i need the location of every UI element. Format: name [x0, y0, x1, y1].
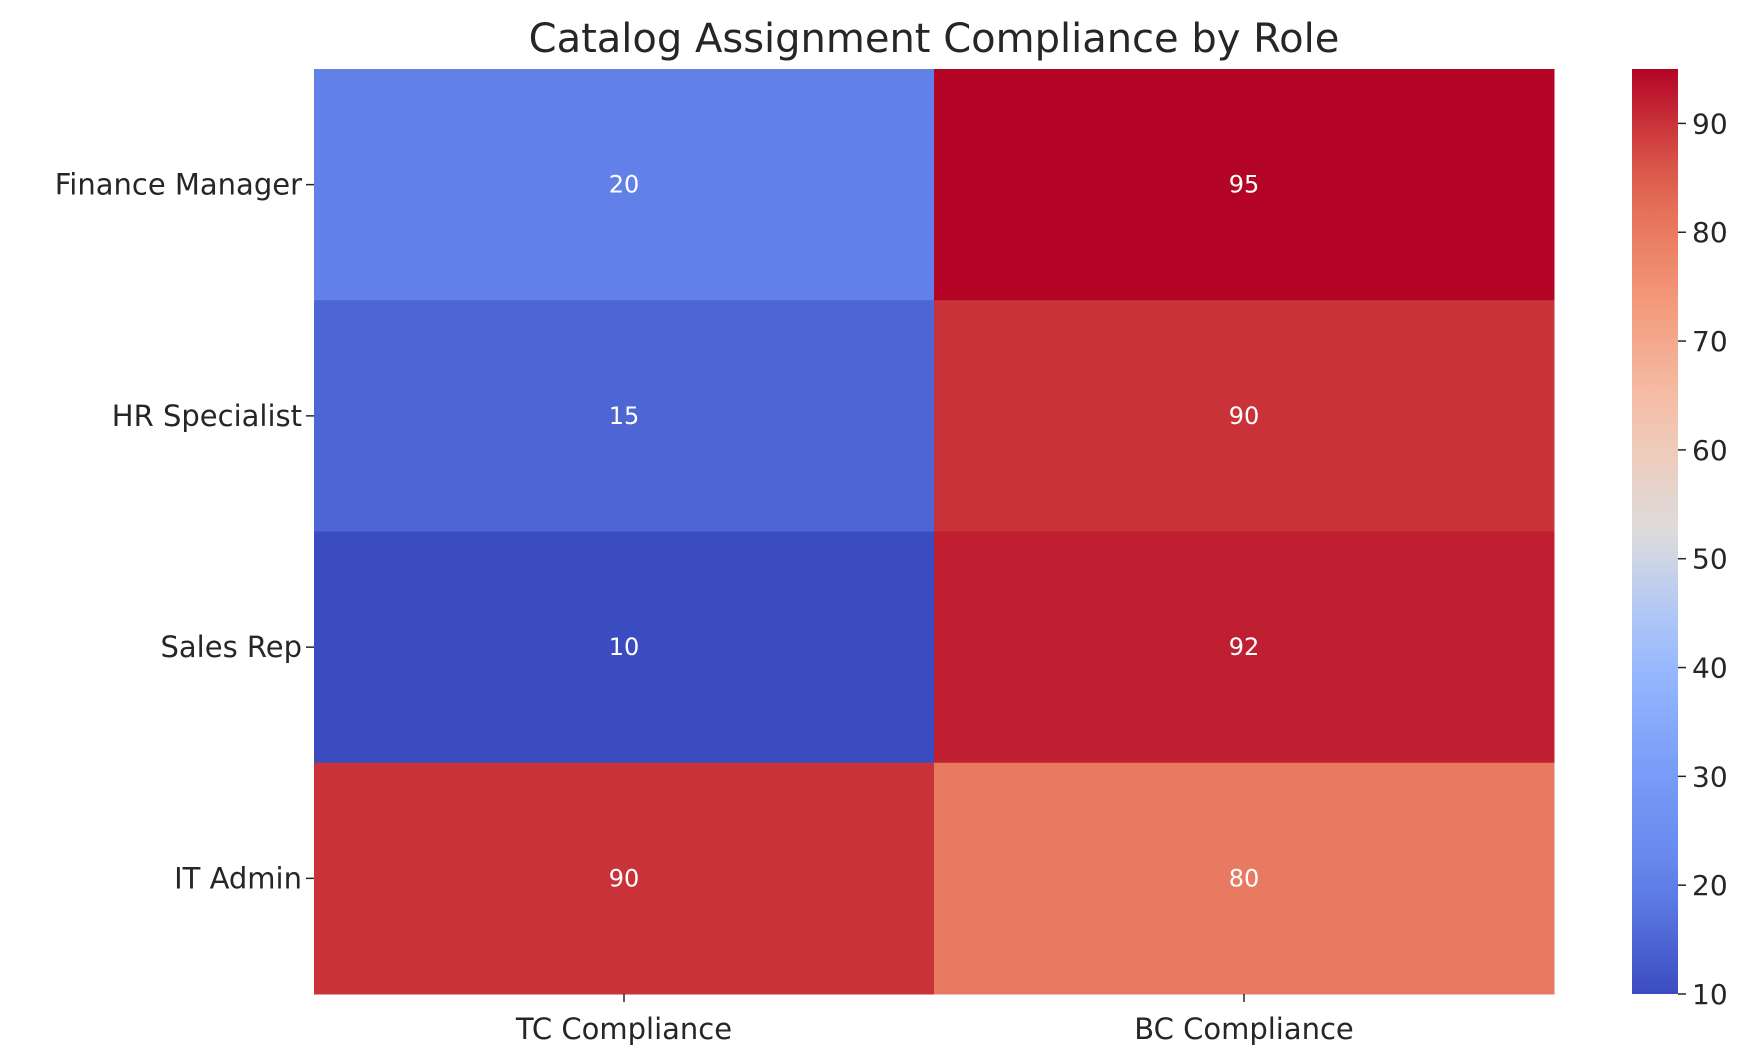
- heatmap-cell: [314, 531, 935, 764]
- colorbar-tick-label: 60: [1692, 434, 1728, 467]
- x-tick-label: TC Compliance: [515, 1012, 732, 1046]
- cell-value-label: 20: [609, 171, 640, 199]
- cell-value-label: 80: [1229, 864, 1260, 892]
- colorbar-tick-label: 40: [1692, 652, 1728, 685]
- heatmap-cell: [314, 69, 935, 301]
- cell-value-label: 15: [609, 402, 640, 430]
- heatmap-cells: 20 95 15 90 10 92 90 80: [314, 69, 1555, 995]
- heatmap-cell: [314, 762, 935, 995]
- y-tick-label: IT Admin: [174, 861, 302, 895]
- cell-value-label: 92: [1229, 633, 1260, 661]
- heatmap-cell: [934, 531, 1555, 764]
- cell-value-label: 10: [609, 633, 640, 661]
- colorbar-tick-label: 90: [1692, 107, 1728, 140]
- cell-value-label: 95: [1229, 171, 1260, 199]
- colorbar-tick-label: 30: [1692, 760, 1728, 793]
- y-tick-label: HR Specialist: [112, 399, 302, 433]
- colorbar-tick-label: 10: [1692, 978, 1728, 1011]
- colorbar-tick-label: 80: [1692, 216, 1728, 249]
- x-axis: TC Compliance BC Compliance: [515, 994, 1354, 1046]
- colorbar: 10 20 30 40 50 60 70 80 90: [1632, 69, 1728, 1011]
- heatmap-cell: [934, 762, 1555, 995]
- cell-value-label: 90: [1229, 402, 1260, 430]
- colorbar-tick-label: 50: [1692, 543, 1728, 576]
- colorbar-gradient: [1632, 69, 1678, 994]
- heatmap-cell: [934, 69, 1555, 301]
- colorbar-tick-label: 20: [1692, 869, 1728, 902]
- y-axis: Finance Manager HR Specialist Sales Rep IT …: [55, 168, 314, 895]
- heatmap-cell: [934, 300, 1555, 532]
- cell-value-label: 90: [609, 864, 640, 892]
- heatmap-cell: [314, 300, 935, 532]
- x-tick-label: BC Compliance: [1134, 1012, 1354, 1046]
- chart-title: Catalog Assignment Compliance by Role: [529, 16, 1340, 62]
- y-tick-label: Finance Manager: [55, 168, 302, 202]
- colorbar-tick-label: 70: [1692, 325, 1728, 358]
- y-tick-label: Sales Rep: [160, 630, 302, 664]
